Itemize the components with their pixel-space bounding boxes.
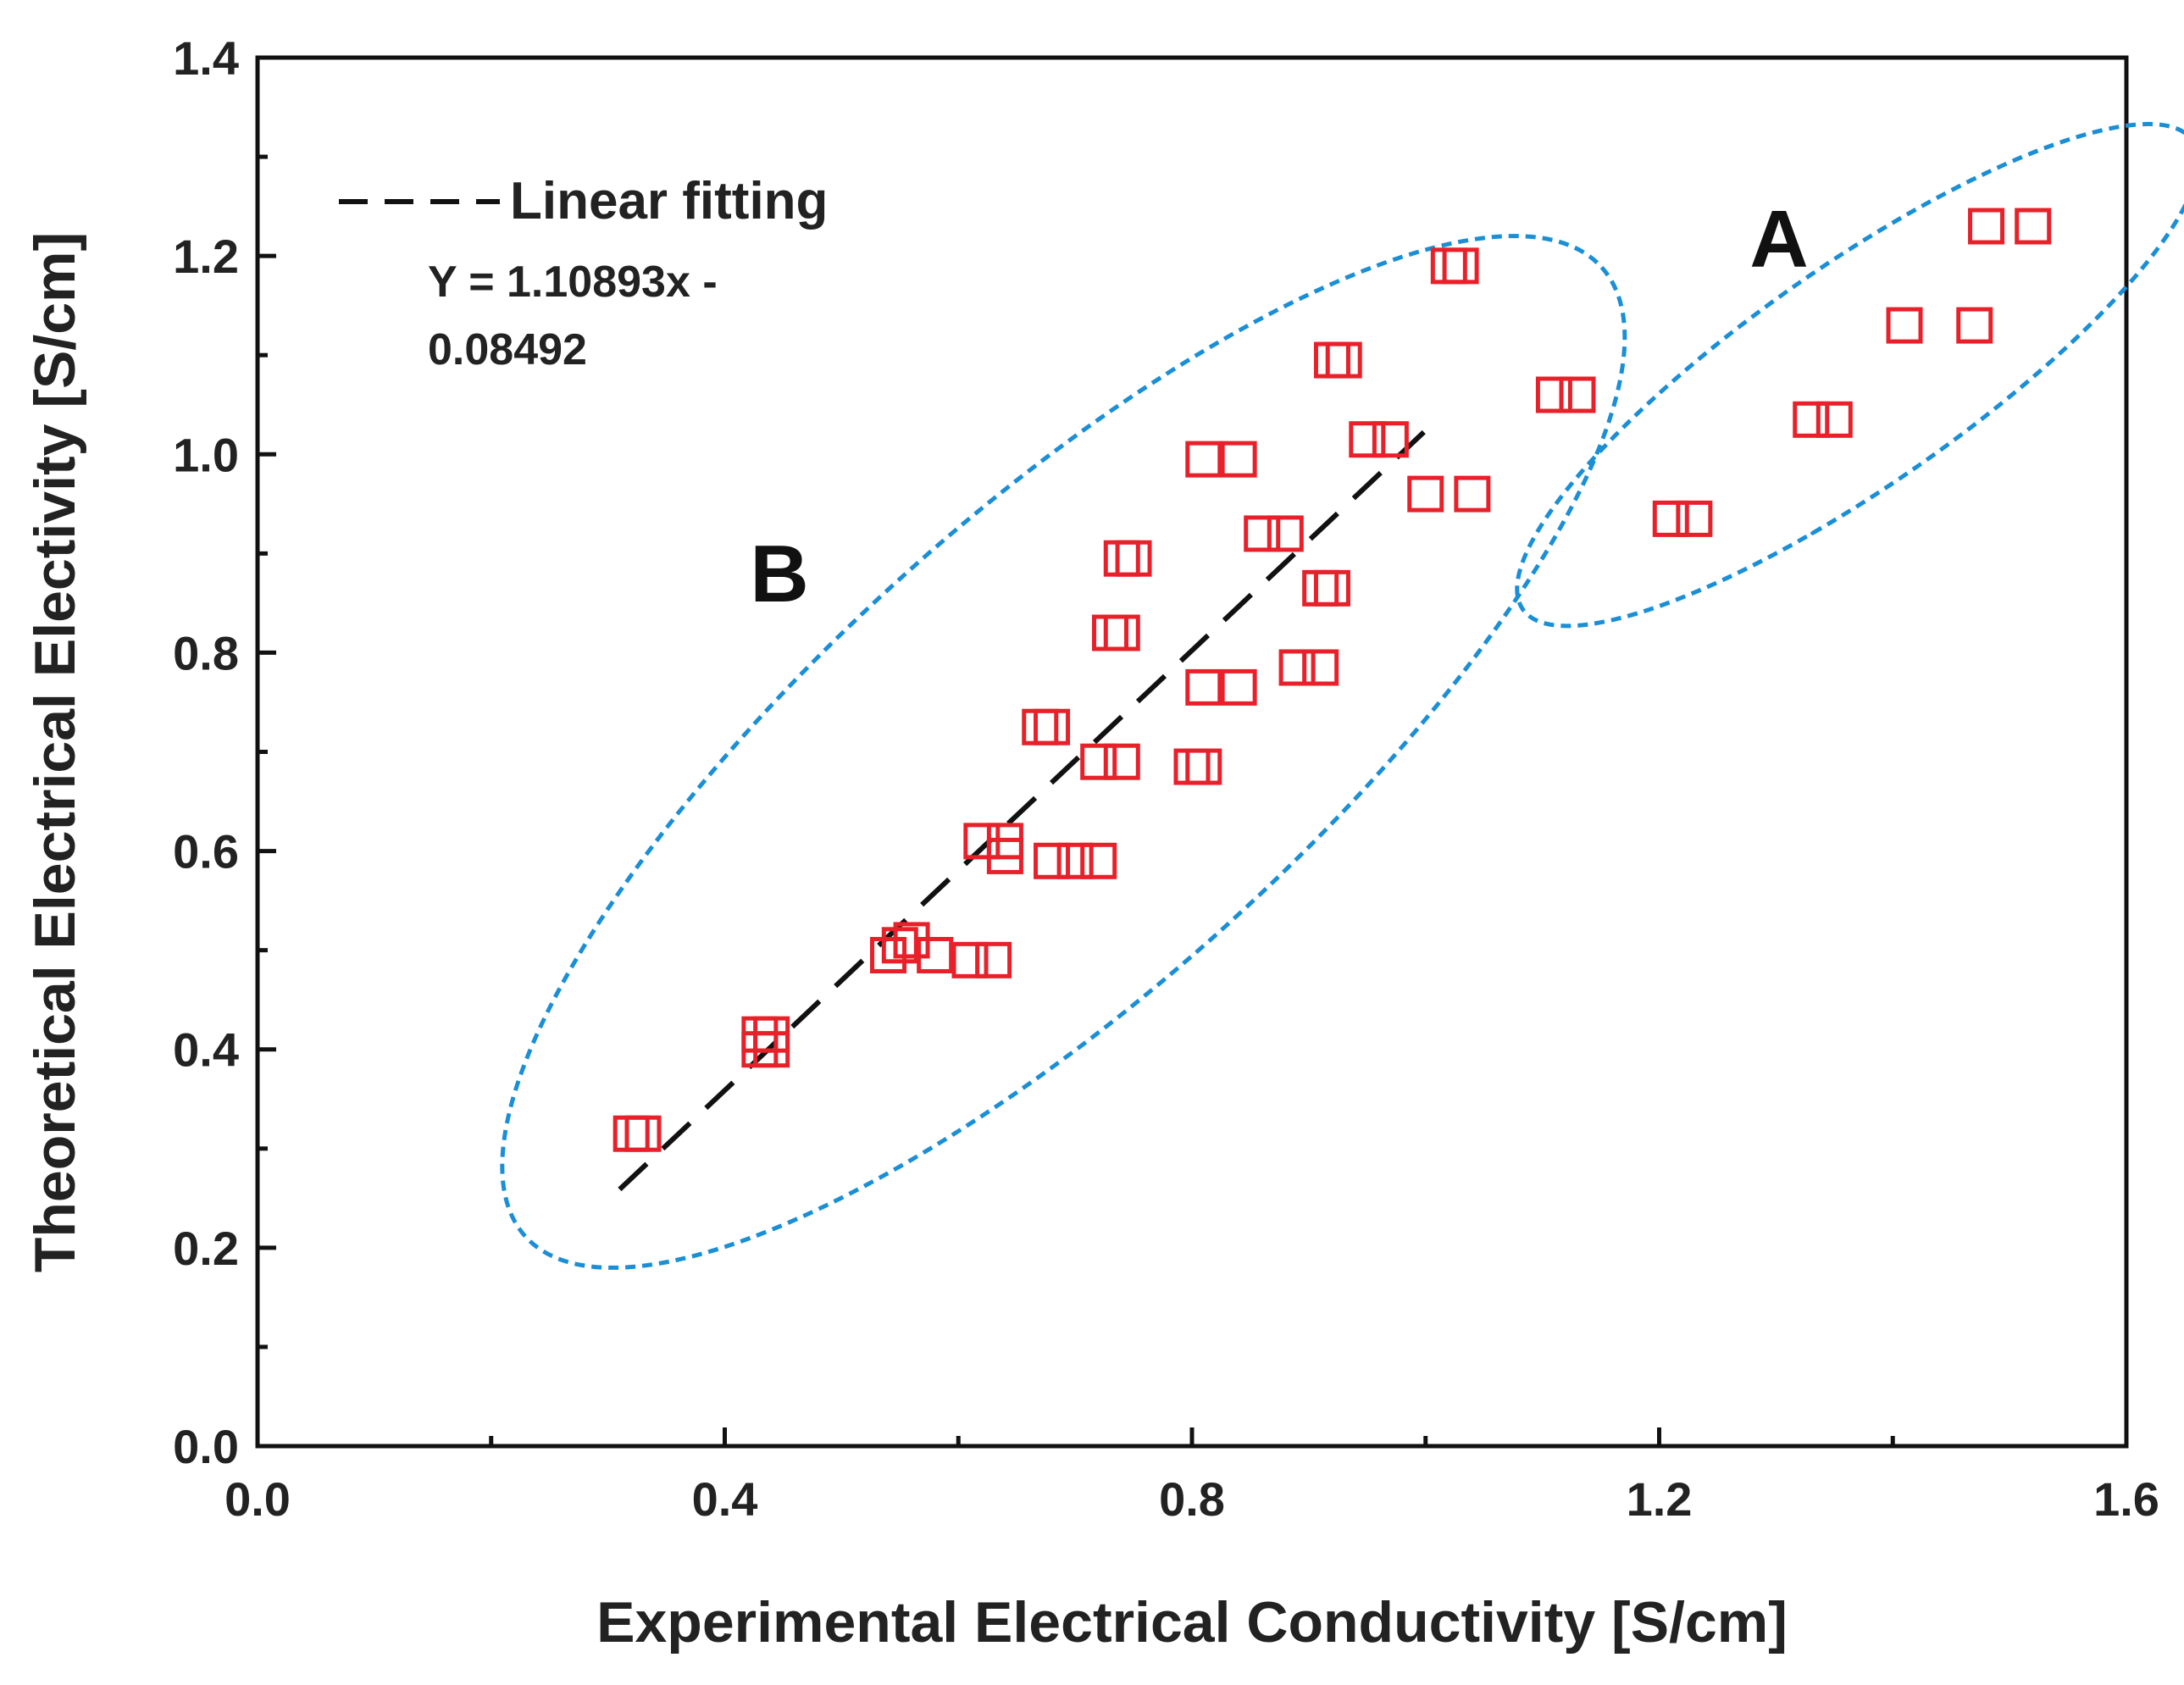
data-point <box>1103 614 1140 651</box>
data-point <box>1034 708 1071 746</box>
data-point <box>1442 247 1479 285</box>
legend-label: Linear fitting <box>510 172 828 230</box>
data-point <box>1185 441 1222 478</box>
data-point <box>613 1115 650 1152</box>
data-point <box>1091 614 1128 651</box>
data-point <box>1454 475 1491 513</box>
data-point <box>1372 421 1409 458</box>
x-tick-label: 1.2 <box>1627 1472 1693 1526</box>
data-point <box>1430 247 1467 285</box>
data-points <box>613 208 2052 1152</box>
data-point <box>881 927 918 964</box>
data-point <box>1559 376 1596 413</box>
data-point <box>951 941 989 978</box>
data-point <box>1103 540 1140 577</box>
data-point <box>753 1031 790 1068</box>
x-tick-label: 0.8 <box>1159 1472 1225 1526</box>
group-label-a: A <box>1749 194 1808 285</box>
data-point <box>1080 842 1117 879</box>
data-point <box>1220 441 1257 478</box>
data-point <box>1302 649 1339 686</box>
y-tick-label: 1.0 <box>173 428 239 481</box>
data-point <box>917 936 954 973</box>
y-tick-labels: 0.0 0.2 0.4 0.6 0.8 1.0 1.2 1.4 <box>173 31 239 1473</box>
x-axis-title: Experimental Electrical Conductivity [S/… <box>596 1590 1788 1655</box>
linear-fit-line <box>618 428 1427 1192</box>
x-tick-label: 0.0 <box>224 1472 291 1526</box>
data-point <box>1325 341 1362 379</box>
data-point <box>1278 649 1316 686</box>
data-point <box>1815 401 1853 438</box>
data-point <box>1185 668 1222 706</box>
legend: Linear fitting Y = 1.10893x - 0.08492 <box>339 172 828 374</box>
y-tick-label: 0.2 <box>173 1222 239 1275</box>
axis-ticks <box>255 55 2129 1449</box>
data-point <box>1956 307 1993 344</box>
data-point <box>1267 515 1304 552</box>
data-point <box>1793 401 1830 438</box>
fit-equation-line1: Y = 1.10893x - <box>428 258 718 307</box>
x-tick-label: 0.4 <box>692 1472 758 1526</box>
data-point <box>1349 421 1386 458</box>
data-point <box>1115 540 1152 577</box>
data-point <box>1056 842 1094 879</box>
y-tick-label: 0.8 <box>173 626 239 679</box>
cluster-ellipses <box>500 121 2184 1270</box>
data-point <box>1244 515 1281 552</box>
data-point <box>1103 743 1140 780</box>
y-tick-label: 0.4 <box>173 1023 239 1077</box>
data-point <box>1313 341 1350 379</box>
cluster-ellipse-b <box>500 234 1627 1270</box>
data-point <box>1968 208 2005 245</box>
cluster-ellipse-a <box>1515 121 2184 629</box>
data-point <box>1313 569 1350 607</box>
data-point <box>1652 500 1689 537</box>
data-point <box>1034 842 1071 879</box>
data-point <box>1173 748 1211 785</box>
y-axis-title: Theoretical Electrical Electivity [S/cm] <box>23 232 87 1272</box>
data-point <box>986 837 1023 874</box>
data-point <box>624 1115 662 1152</box>
group-label-b: B <box>750 529 808 619</box>
data-point <box>1535 376 1572 413</box>
data-point <box>1302 569 1339 607</box>
data-point <box>1080 743 1117 780</box>
data-point <box>1886 307 1923 344</box>
data-point <box>975 941 1012 978</box>
x-tick-labels: 0.0 0.4 0.8 1.2 1.6 <box>224 1472 2159 1526</box>
y-tick-label: 1.2 <box>173 230 239 283</box>
data-point <box>1407 475 1444 513</box>
x-tick-label: 1.6 <box>2093 1472 2159 1526</box>
data-point <box>1185 748 1222 785</box>
fit-equation-line2: 0.08492 <box>428 325 587 374</box>
y-tick-label: 0.6 <box>173 825 239 879</box>
y-tick-label: 1.4 <box>173 31 239 85</box>
data-point <box>1676 500 1713 537</box>
data-point <box>1022 708 1059 746</box>
data-point <box>1220 668 1257 706</box>
y-tick-label: 0.0 <box>173 1420 239 1473</box>
data-point <box>2015 208 2052 245</box>
